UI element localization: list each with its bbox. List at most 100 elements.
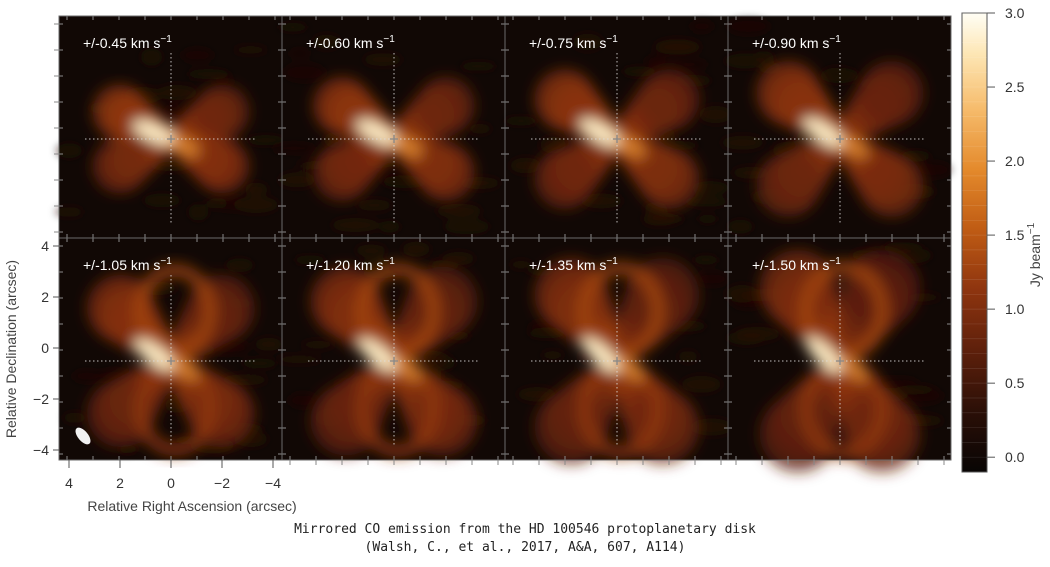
emission-blob xyxy=(638,69,700,130)
panel-velocity-label: +/-0.60 km s−1 xyxy=(306,34,395,51)
noise-blob xyxy=(459,61,498,71)
emission-blob xyxy=(313,76,371,135)
noise-blob xyxy=(270,143,318,154)
panel-velocity-label: +/-1.50 km s−1 xyxy=(752,256,841,273)
noise-blob xyxy=(288,392,319,408)
emission-blob xyxy=(859,153,924,218)
noise-blob xyxy=(436,203,482,219)
channel-panel: +/-1.50 km s−1 xyxy=(725,237,952,473)
emission-core xyxy=(134,339,176,371)
noise-blob xyxy=(156,84,198,101)
x-tick-label: 4 xyxy=(65,475,73,491)
noise-blob xyxy=(752,50,775,64)
emission-structure xyxy=(759,249,921,473)
star-position-marker xyxy=(836,357,844,365)
noise-blob xyxy=(503,116,539,126)
noise-blob xyxy=(691,180,730,195)
emission-blob xyxy=(534,148,596,209)
noise-blob xyxy=(225,258,254,273)
colorbar-tick-label: 2.5 xyxy=(1005,79,1025,95)
channel-panel: +/-1.35 km s−1 xyxy=(504,237,733,464)
panels-layer: +/-0.45 km s−1 +/-0.60 km s−1 +/-0.75 km s… xyxy=(54,15,952,473)
noise-blob xyxy=(379,171,410,187)
noise-blob xyxy=(363,52,402,67)
noise-blob xyxy=(669,59,710,70)
noise-blob xyxy=(509,260,533,269)
x-tick-label: −4 xyxy=(265,475,281,491)
noise-blob xyxy=(468,123,492,134)
noise-blob xyxy=(244,182,268,196)
noise-blob xyxy=(681,375,722,394)
emission-blob xyxy=(417,143,475,202)
noise-blob xyxy=(180,48,214,63)
noise-blob xyxy=(734,326,781,342)
emission-structure xyxy=(87,263,255,457)
colorbar-tick-label: 3.0 xyxy=(1005,5,1025,21)
noise-blob xyxy=(278,172,316,188)
emission-core-secondary xyxy=(393,137,423,157)
caption-line-2: (Walsh, C., et al., 2017, A&A, 607, A114… xyxy=(364,540,686,555)
emission-core xyxy=(579,118,623,148)
noise-blob xyxy=(275,355,322,364)
star-position-marker xyxy=(836,135,844,143)
emission-core-secondary xyxy=(841,356,867,382)
noise-blob xyxy=(283,63,326,82)
noise-blob xyxy=(677,350,699,363)
x-axis-label: Relative Right Ascension (arcsec) xyxy=(87,498,296,514)
emission-ring xyxy=(577,261,665,361)
emission-core-secondary xyxy=(839,136,869,158)
noise-blob xyxy=(655,40,702,54)
emission-structure xyxy=(756,60,924,218)
emission-blob xyxy=(534,390,609,464)
colorbar-gradient xyxy=(961,12,988,473)
panel-velocity-label: +/-1.35 km s−1 xyxy=(529,256,618,273)
noise-blob xyxy=(246,134,286,146)
noise-blob xyxy=(642,211,678,226)
channel-panel: +/-0.75 km s−1 xyxy=(503,15,733,239)
y-axis-label: Relative Declination (arcsec) xyxy=(3,260,19,438)
noise-blob xyxy=(159,102,185,120)
y-tick-label: −2 xyxy=(33,391,49,407)
emission-blob xyxy=(195,84,250,139)
noise-blob xyxy=(871,377,919,386)
emission-ring xyxy=(133,263,217,359)
panel-velocity-label: +/-0.45 km s−1 xyxy=(83,34,172,51)
beam-ellipse xyxy=(75,427,91,445)
emission-core xyxy=(805,337,843,373)
noise-blob xyxy=(402,241,431,257)
colorbar-tick-label: 0.0 xyxy=(1005,449,1025,465)
noise-blob xyxy=(233,45,268,54)
noise-blob xyxy=(914,161,952,178)
y-tick-label: 4 xyxy=(41,238,49,254)
emission-core-secondary xyxy=(394,357,422,381)
emission-core-secondary xyxy=(618,357,644,381)
channel-panel: +/-1.05 km s−1 xyxy=(58,237,283,461)
colorbar-label: Jy beam−1 xyxy=(1026,222,1043,287)
x-tick-label: −2 xyxy=(214,475,230,491)
caption-line-1: Mirrored CO emission from the HD 100546 … xyxy=(294,522,756,537)
noise-blob xyxy=(312,34,341,50)
noise-blob xyxy=(698,105,733,124)
noise-blob xyxy=(819,67,860,84)
x-tick-label: 0 xyxy=(167,475,175,491)
colorbar-tick-label: 1.0 xyxy=(1005,301,1025,317)
emission-core-secondary xyxy=(170,137,200,157)
star-position-marker xyxy=(390,135,398,143)
noise-blob xyxy=(213,76,234,87)
emission-blob xyxy=(756,60,821,125)
emission-core xyxy=(803,118,845,148)
emission-blob xyxy=(417,76,475,135)
emission-structure xyxy=(92,84,250,194)
star-position-marker xyxy=(167,135,175,143)
noise-blob xyxy=(233,196,279,214)
emission-blob xyxy=(534,69,596,130)
emission-blob xyxy=(313,143,371,202)
emission-core xyxy=(581,337,621,373)
emission-blob xyxy=(759,249,837,327)
noise-blob xyxy=(331,217,380,233)
emission-blob xyxy=(92,139,147,194)
noise-blob xyxy=(186,68,231,80)
noise-blob xyxy=(356,199,393,211)
colorbar-tick-label: 0.5 xyxy=(1005,375,1025,391)
noise-blob xyxy=(692,255,720,265)
